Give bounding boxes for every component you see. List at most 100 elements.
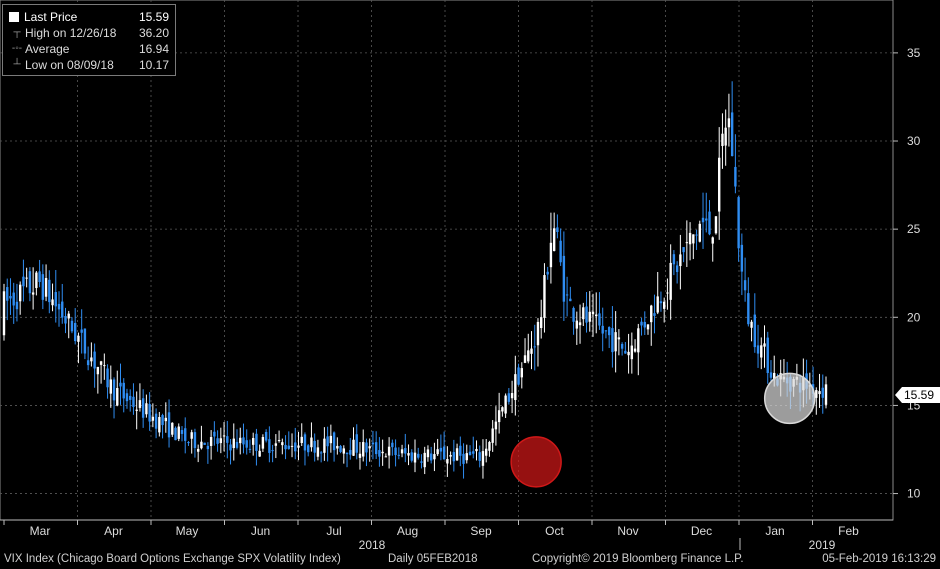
candle-body: [22, 276, 25, 287]
candle-body: [562, 255, 566, 302]
candle-body: [510, 393, 514, 399]
high-marker-icon: ┬: [13, 27, 21, 38]
candle-body: [232, 438, 235, 449]
candle-body: [394, 447, 397, 456]
legend-average: -◦- Average 16.94: [9, 41, 169, 56]
candle-body: [455, 448, 459, 461]
candle-body: [303, 434, 307, 451]
candle-body: [80, 329, 83, 333]
candle-body: [400, 449, 404, 454]
legend-box: Last Price 15.59 ┬ High on 12/26/18 36.2…: [2, 4, 176, 76]
candle-body: [378, 450, 381, 457]
candle-body: [766, 337, 769, 373]
candle-body: [141, 398, 145, 418]
candle-body: [365, 442, 368, 453]
x-month-label: Jun: [251, 524, 270, 538]
candle-body: [565, 294, 569, 296]
candle-body: [763, 343, 766, 347]
plot-frame: [0, 0, 894, 521]
candle-body: [103, 365, 106, 367]
x-month-label: Oct: [545, 524, 564, 538]
candle-body: [549, 242, 553, 268]
candle-body: [462, 453, 465, 464]
candle-body: [90, 357, 93, 362]
candle-body: [18, 284, 22, 302]
candle-body: [96, 366, 100, 375]
candle-body: [656, 296, 659, 313]
candle-body: [514, 374, 517, 401]
candle-body: [371, 442, 375, 445]
candle-body: [536, 321, 540, 346]
candle-body: [815, 390, 818, 398]
candle-body: [672, 254, 676, 265]
last-price-tag: 15.59: [895, 387, 940, 404]
x-axis: Mar Apr May Jun Jul Aug Sep Oct Nov Dec Jan Feb 2018…: [0, 519, 893, 552]
candle-body: [319, 452, 323, 454]
candle-body: [99, 361, 103, 365]
candle-body: [540, 317, 543, 329]
candle-body: [523, 355, 527, 363]
candle-body: [284, 444, 287, 450]
candle-body: [452, 452, 456, 462]
candle-body: [164, 417, 168, 422]
candle-body: [760, 345, 763, 358]
candle-body: [708, 211, 711, 235]
candle-body: [229, 444, 232, 451]
candle-body: [465, 453, 468, 461]
candle-body: [362, 442, 365, 457]
candle-body: [251, 438, 255, 445]
candle-body: [342, 448, 346, 454]
candle-body: [83, 328, 87, 354]
candle-body: [28, 271, 32, 294]
candle-body: [578, 322, 582, 326]
candle-body: [756, 345, 760, 354]
candle-body: [38, 271, 41, 283]
candle-body: [426, 449, 430, 458]
candle-body: [546, 271, 549, 275]
x-month-label: Apr: [104, 524, 123, 538]
candle-body: [569, 298, 572, 302]
candle-body: [497, 410, 501, 423]
candle-body: [692, 234, 695, 244]
candle-body: [433, 454, 436, 460]
candle-body: [734, 166, 737, 187]
candle-body: [73, 322, 77, 342]
candle-body: [67, 313, 70, 319]
candle-body: [543, 275, 546, 318]
candle-body: [209, 437, 213, 446]
candle-body: [64, 315, 67, 324]
candle-body: [167, 412, 171, 438]
candle-body: [86, 360, 90, 366]
candle-body: [274, 443, 278, 446]
candle-body: [442, 446, 446, 460]
candle-body: [384, 456, 388, 458]
candle-body: [203, 442, 206, 445]
candle-body: [106, 368, 109, 388]
candle-body: [436, 449, 439, 455]
candle-body: [507, 393, 511, 402]
candle-body: [662, 301, 666, 309]
candle-body: [116, 388, 119, 406]
candle-body: [31, 292, 35, 295]
candle-body: [277, 439, 281, 442]
footer-copyright: Copyright© 2019 Bloomberg Finance L.P.: [532, 553, 744, 565]
candle-body: [387, 446, 391, 456]
candle-body: [12, 292, 15, 306]
candle-body: [41, 274, 45, 300]
candle-body: [35, 272, 38, 289]
candle-body: [235, 441, 239, 448]
candle-body: [154, 413, 158, 429]
x-month-label: Dec: [691, 524, 712, 538]
candle-body: [481, 451, 485, 466]
candle-body: [429, 453, 433, 461]
candle-body: [358, 453, 362, 458]
x-month-label: Mar: [30, 524, 51, 538]
candle-body: [413, 452, 417, 463]
candle-body: [714, 216, 718, 234]
candle-body: [70, 320, 74, 332]
candle-body: [685, 242, 689, 244]
candle-body: [705, 218, 708, 221]
candle-body: [109, 379, 112, 394]
candle-body: [148, 403, 151, 422]
